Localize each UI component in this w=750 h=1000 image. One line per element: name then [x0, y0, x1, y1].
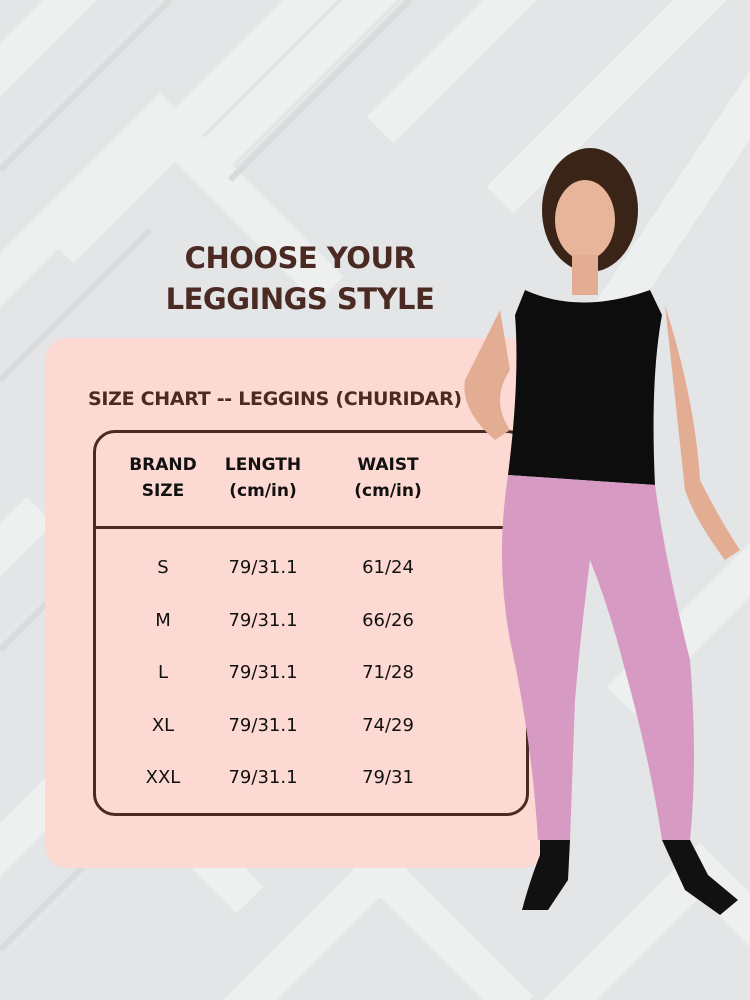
length-cell: 79/31.1 [228, 609, 298, 631]
column-header-line: SIZE [141, 481, 185, 501]
column-header-line: BRAND [129, 455, 197, 475]
size-cell: XXL [145, 767, 181, 788]
size-chart-panel [45, 338, 545, 868]
column-header: LENGTH (cm/in) [203, 452, 323, 504]
length-cell: 79/31.1 [228, 662, 298, 683]
waist-cell: 66/26 [362, 609, 414, 631]
page-title: CHOOSE YOUR LEGGINGS STYLE [150, 238, 450, 320]
model-photo [464, 148, 740, 915]
waist-cell: 71/28 [362, 662, 414, 683]
column-header-line: (cm/in) [229, 481, 297, 501]
length-cell: 79/31.1 [228, 557, 298, 578]
size-cell: L [157, 662, 169, 683]
column-header: WAIST (cm/in) [328, 452, 448, 504]
title-line-2: LEGGINGS STYLE [165, 282, 435, 316]
length-cell: 79/31.1 [228, 767, 298, 788]
column-header: BRAND SIZE [103, 452, 223, 504]
header-divider [93, 526, 529, 529]
column-header-line: WAIST [357, 455, 419, 475]
size-chart-title: SIZE CHART -- LEGGINS (CHURIDAR) [88, 388, 462, 410]
column-header-line: (cm/in) [354, 481, 422, 501]
waist-cell: 61/24 [362, 557, 414, 578]
length-cell: 79/31.1 [228, 714, 298, 736]
waist-cell: 74/29 [362, 714, 414, 736]
size-cell: XL [151, 714, 175, 736]
title-line-1: CHOOSE YOUR [184, 241, 416, 275]
size-cell: M [155, 609, 171, 631]
column-header-line: LENGTH [224, 455, 302, 475]
waist-cell: 79/31 [362, 767, 414, 788]
size-cell: S [157, 557, 169, 578]
